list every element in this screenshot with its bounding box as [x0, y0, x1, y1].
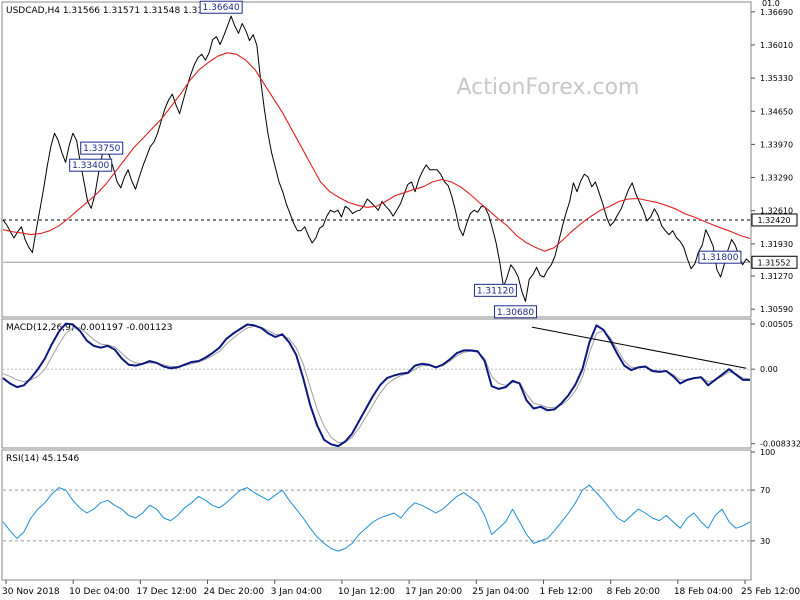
price-annotation-label: 1.30680 [497, 308, 534, 318]
x-tick-label: 8 Feb 20:00 [607, 587, 661, 597]
price-annotation-label: 1.33750 [83, 144, 120, 154]
price-annotation-box [473, 283, 517, 297]
price-tick-label: 1.36010 [760, 41, 793, 50]
x-tick-label: 1 Feb 12:00 [539, 587, 593, 597]
x-axis: 30 Nov 2018 10 Dec 04:00 17 Dec 12:00 24 De… [2, 580, 800, 597]
x-tick-label: 30 Nov 2018 [2, 587, 60, 597]
annotation-layer: 1.36640 1.31800 1.33750 1.30680 1.33400 1.311… [69, 0, 742, 319]
price-annotation-box [199, 0, 243, 14]
x-tick-label: 10 Dec 04:00 [69, 587, 130, 597]
x-tick-label: 24 Dec 20:00 [204, 587, 265, 597]
price-tick-label: 1.33970 [760, 140, 793, 149]
rsi-layer [2, 484, 751, 552]
rsi-tick-label: 30 [760, 537, 770, 546]
macd-tick-label: 0.00505 [760, 320, 793, 329]
price-annotation-label: 1.33400 [72, 161, 109, 171]
price-tick-label: 1.31930 [760, 240, 793, 249]
price-title: USDCAD,H4 1.31566 1.31571 1.31548 1.3155… [6, 6, 220, 16]
price-tick-label: 1.30590 [760, 305, 793, 314]
price-annotation-label: 1.36640 [203, 3, 240, 13]
price-annotation-box [80, 141, 124, 155]
macd-title: MACD(12,26,9) -0.001197 -0.001123 [6, 323, 172, 333]
rsi-tick-label: 70 [760, 486, 770, 495]
rsi-panel [1, 449, 752, 581]
price-annotation-box [494, 305, 538, 319]
rsi-axis: 100 70 30 [751, 448, 775, 546]
macd-signal-line [2, 325, 751, 443]
rsi-tick-label: 100 [760, 448, 775, 457]
macd-axis: 0.00505 0.00 -0.008332 [751, 320, 800, 449]
macd-trendline [531, 326, 747, 369]
x-tick-label: 10 Jan 12:00 [338, 587, 395, 597]
reference-level-label: 1.32420 [757, 216, 790, 225]
price-layer [2, 15, 751, 302]
price-tick-label: 1.33290 [760, 174, 793, 183]
x-tick-label: 25 Jan 04:00 [472, 587, 529, 597]
price-annotation-label: 1.31800 [701, 253, 738, 263]
rsi-title: RSI(14) 45.1546 [6, 454, 79, 464]
macd-tick-label: -0.008332 [760, 440, 800, 449]
ema-line [2, 52, 751, 252]
x-tick-label: 17 Jan 20:00 [405, 587, 462, 597]
macd-tick-label: 0.00 [760, 365, 778, 374]
macd-line [2, 322, 750, 448]
current-price-label: 1.31552 [757, 258, 790, 267]
price-annotation-label: 1.31120 [477, 286, 514, 296]
price-tick-label: 1.34650 [760, 107, 793, 116]
x-tick-label: 25 Feb 12:00 [741, 587, 800, 597]
price-series-line [2, 15, 751, 302]
current-price-box [751, 255, 798, 269]
macd-panel [1, 318, 752, 449]
x-tick-label: 3 Jan 04:00 [271, 587, 323, 597]
price-annotation-box [69, 158, 113, 172]
price-annotation-box [698, 250, 742, 264]
price-tick-label: 1.31270 [760, 272, 793, 281]
price-tick-label: 1.36690 [760, 8, 793, 17]
macd-layer [2, 322, 751, 448]
price-tick-label: 1.32610 [760, 207, 793, 216]
x-tick-label: 17 Dec 12:00 [136, 587, 197, 597]
reference-level-box [751, 213, 798, 227]
top-right-label: 01.0 [762, 0, 780, 8]
price-axis: 1.36690 1.36010 1.35330 1.34650 1.33970 1.332… [751, 8, 798, 314]
price-tick-label: 1.35330 [760, 74, 793, 83]
rsi-line [2, 484, 751, 552]
price-panel [1, 1, 752, 318]
x-tick-label: 18 Feb 04:00 [674, 587, 733, 597]
watermark: ActionForex.com [457, 75, 640, 100]
